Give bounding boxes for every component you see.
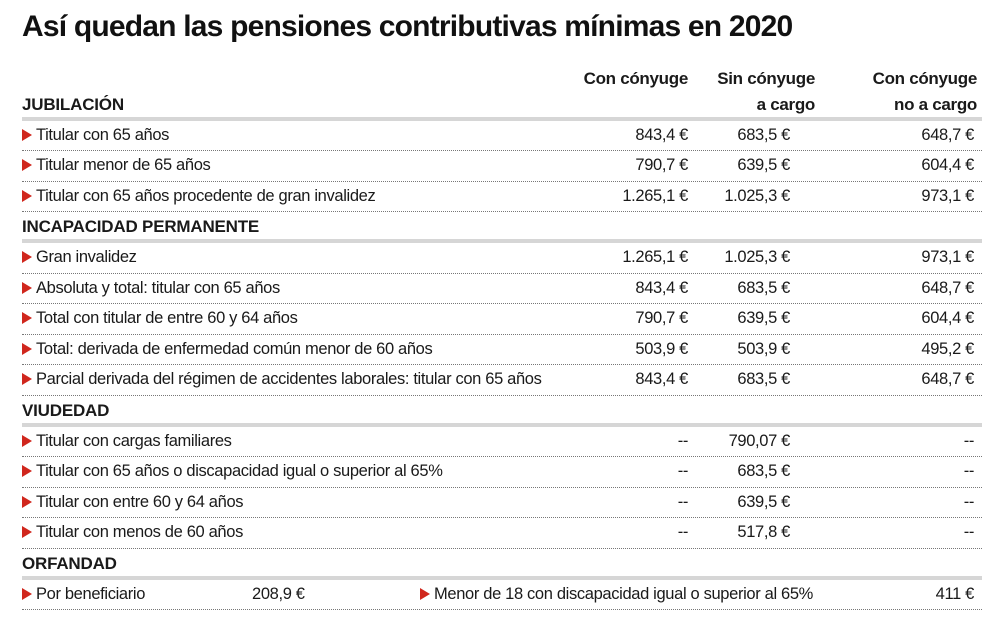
bullet-triangle-icon [22,342,32,355]
table-row: Total: derivada de enfermedad común meno… [22,335,982,366]
cell-value: 843,4 € [635,125,688,144]
table-row: Parcial derivada del régimen de accident… [22,365,982,396]
table-row: Titular con 65 años o discapacidad igual… [22,457,982,488]
cell-value: 411 € [935,584,975,603]
table-row: Titular con 65 años procedente de gran i… [22,182,982,213]
cell-value: -- [963,431,975,450]
table-row: Absoluta y total: titular con 65 años 843… [22,274,982,305]
row-label: Total con titular de entre 60 y 64 años [36,309,298,328]
cell-value: -- [677,462,689,481]
section-header: JUBILACIÓN [22,90,982,121]
bullet-triangle-icon [22,312,32,325]
table-row: Titular con 65 años 843,4 € 683,5 € 648,7 € [22,121,982,152]
cell-value: 790,7 € [635,156,688,175]
table-row: Gran invalidez 1.265,1 € 1.025,3 € 973,1 € [22,243,982,274]
section-header: VIUDEDAD [22,396,982,427]
row-label: Titular con 65 años procedente de gran i… [36,186,376,205]
row-label: Titular menor de 65 años [36,156,211,175]
cell-value: 604,4 € [921,156,974,175]
cell-value: 683,5 € [737,125,790,144]
table-row: Total con titular de entre 60 y 64 años 7… [22,304,982,335]
cell-value: -- [677,431,689,450]
bullet-triangle-icon [22,159,32,172]
cell-value: 639,5 € [737,156,790,175]
cell-value: -- [677,492,689,511]
cell-value: 683,5 € [737,462,790,481]
row-label: Titular con cargas familiares [36,431,232,450]
cell-value: 683,5 € [737,370,790,389]
cell-value: -- [677,523,689,542]
bullet-triangle-icon [22,495,32,508]
column-header-con-conyuge: Con cónyuge [583,66,689,92]
column-header-line: no a cargo [894,95,977,114]
cell-value: 790,07 € [728,431,791,450]
bullet-triangle-icon [22,189,32,202]
cell-value: -- [963,523,975,542]
cell-value: 1.265,1 € [622,247,688,266]
cell-value: 503,9 € [737,339,790,358]
cell-value: 639,5 € [737,309,790,328]
cell-value: 843,4 € [635,278,688,297]
row-label: Titular con 65 años [36,125,170,144]
column-header-line: a cargo [756,95,816,114]
table-row: Por beneficiario 208,9 € Menor de 18 con d… [22,580,982,611]
row-label: Total: derivada de enfermedad común meno… [36,339,433,358]
cell-value: 790,7 € [635,309,688,328]
bullet-triangle-icon [22,250,32,263]
column-header-line: Sin cónyuge [717,69,815,88]
bullet-triangle-icon [420,587,430,600]
bullet-triangle-icon [22,587,32,600]
row-label: Titular con entre 60 y 64 años [36,492,244,511]
column-header-line: Con cónyuge [872,69,978,88]
bullet-triangle-icon [22,281,32,294]
row-label: Por beneficiario [36,584,146,603]
cell-value: 604,4 € [921,309,974,328]
row-label: Gran invalidez [36,247,137,266]
cell-value: -- [963,462,975,481]
cell-value: 683,5 € [737,278,790,297]
cell-value: 648,7 € [921,125,974,144]
pensions-table: JUBILACIÓN Titular con 65 años 843,4 € 683,… [22,90,982,611]
cell-value: 503,9 € [635,339,688,358]
bullet-triangle-icon [22,373,32,386]
cell-value: 517,8 € [737,523,790,542]
page-title: Así quedan las pensiones contributivas m… [22,10,793,43]
cell-value: 648,7 € [921,370,974,389]
row-label: Parcial derivada del régimen de accident… [36,370,542,389]
section-header: INCAPACIDAD PERMANENTE [22,212,982,243]
bullet-triangle-icon [22,465,32,478]
column-header-con-conyuge-no-a-cargo: Con cónyuge no a cargo [872,66,978,118]
cell-value: 1.025,3 € [724,186,790,205]
cell-value: 843,4 € [635,370,688,389]
row-label-2: Menor de 18 con discapacidad igual o sup… [420,580,813,609]
column-header-line: Con cónyuge [583,69,689,88]
cell-value: 648,7 € [921,278,974,297]
cell-value: 1.025,3 € [724,247,790,266]
cell-value: 208,9 € [252,584,305,603]
row-label: Titular con menos de 60 años [36,523,243,542]
bullet-triangle-icon [22,526,32,539]
table-row: Titular con entre 60 y 64 años -- 639,5 € -… [22,488,982,519]
cell-value: -- [963,492,975,511]
table-row: Titular con menos de 60 años -- 517,8 € -- [22,518,982,549]
cell-value: 495,2 € [921,339,974,358]
cell-value: 973,1 € [921,247,974,266]
bullet-triangle-icon [22,128,32,141]
cell-value: 1.265,1 € [622,186,688,205]
bullet-triangle-icon [22,434,32,447]
row-label: Titular con 65 años o discapacidad igual… [36,462,443,481]
row-label: Menor de 18 con discapacidad igual o sup… [434,584,813,603]
cell-value: 639,5 € [737,492,790,511]
cell-value: 973,1 € [921,186,974,205]
table-row: Titular con cargas familiares -- 790,07 € -… [22,427,982,458]
table-row: Titular menor de 65 años 790,7 € 639,5 € 60… [22,151,982,182]
section-header: ORFANDAD [22,549,982,580]
column-header-sin-conyuge: Sin cónyuge a cargo [717,66,815,118]
row-label: Absoluta y total: titular con 65 años [36,278,280,297]
